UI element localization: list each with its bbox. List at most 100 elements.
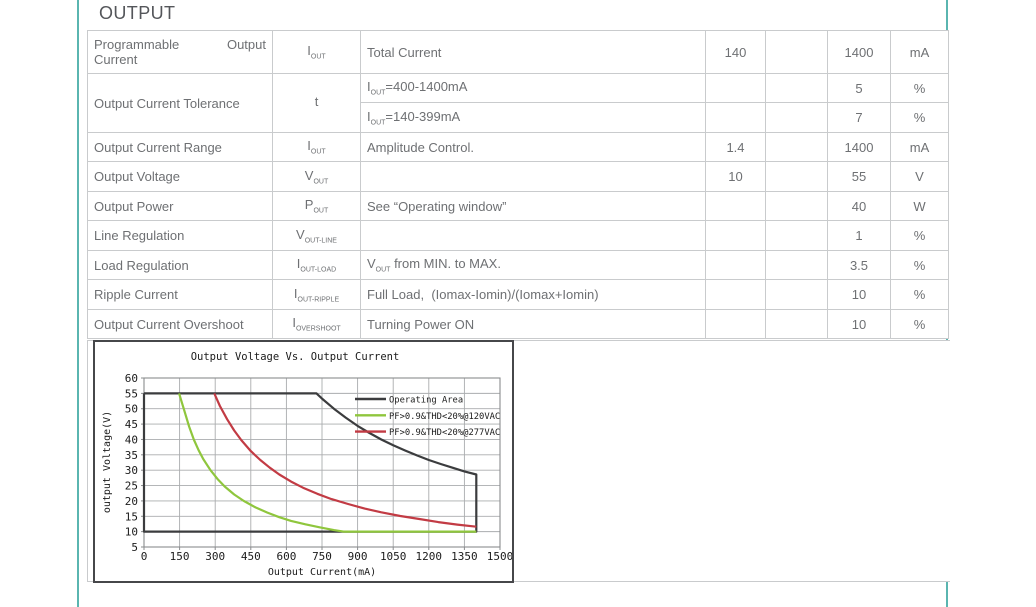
series-operating-area	[142, 392, 478, 533]
param-label: Programmable Output Current	[94, 37, 266, 67]
typ-cell	[765, 73, 828, 103]
symbol-cell: t	[272, 73, 361, 133]
symbol-cell: IOVERSHOOT	[272, 309, 361, 339]
x-tick-label: 1350	[451, 550, 478, 563]
param-cell: Line Regulation	[87, 220, 273, 251]
table-row: Output Current Overshoot IOVERSHOOT Turn…	[87, 309, 949, 339]
typ-cell	[765, 30, 828, 74]
table-row: Output Voltage VOUT 10 55 V	[87, 161, 949, 192]
min-cell	[705, 309, 766, 339]
y-tick-label: 35	[125, 449, 138, 462]
param-cell: Load Regulation	[87, 250, 273, 280]
page-frame: OUTPUT Programmable Output Current IOUT …	[77, 0, 950, 607]
min-cell	[705, 220, 766, 251]
legend-label: PF>0.9&THD<20%@120VAC	[389, 412, 500, 422]
symbol-cell: IOUT-RIPPLE	[272, 279, 361, 310]
param-cell: Ripple Current	[87, 279, 273, 310]
symbol-cell: VOUT-LINE	[272, 220, 361, 251]
typ-cell	[765, 220, 828, 251]
condition-cell	[360, 220, 706, 251]
condition-cell: IOUT=140-399mA	[360, 102, 706, 133]
condition-cell: Total Current	[360, 30, 706, 74]
condition-cell: VOUT from MIN. to MAX.	[360, 250, 706, 280]
param-label: Output Voltage	[94, 169, 181, 184]
typ-cell	[765, 250, 828, 280]
unit-cell: %	[890, 279, 949, 310]
max-cell: 10	[827, 309, 891, 339]
y-tick-label: 55	[125, 387, 138, 400]
table-row: Load Regulation IOUT-LOAD VOUT from MIN.…	[87, 250, 949, 280]
max-cell: 5	[827, 73, 891, 103]
param-cell: Output Voltage	[87, 161, 273, 192]
table-row: IOUT=140-399mA 7 %	[88, 102, 949, 133]
x-tick-label: 1200	[416, 550, 443, 563]
unit-cell: mA	[890, 132, 949, 162]
x-tick-label: 300	[205, 550, 225, 563]
param-label: Output Current Overshoot	[94, 316, 244, 332]
y-tick-label: 60	[125, 372, 138, 385]
min-cell	[705, 102, 766, 133]
y-tick-label: 10	[125, 526, 138, 539]
series-pf-0-9-thd-20-120vac	[178, 393, 477, 533]
max-cell: 10	[827, 279, 891, 310]
condition-cell: See “Operating window”	[360, 191, 706, 221]
x-tick-label: 1500	[487, 550, 512, 563]
y-tick-label: 25	[125, 480, 138, 493]
y-tick-label: 50	[125, 403, 138, 416]
y-tick-label: 15	[125, 510, 138, 523]
table-row: Output Current Range IOUT Amplitude Cont…	[87, 132, 949, 162]
symbol-cell: IOUT-LOAD	[272, 250, 361, 280]
param-label: Line Regulation	[94, 228, 185, 243]
x-tick-label: 1050	[380, 550, 407, 563]
chart-legend	[355, 397, 386, 433]
x-tick-label: 750	[312, 550, 332, 563]
y-tick-label: 45	[125, 418, 138, 431]
table-row: Programmable Output Current IOUT Total C…	[87, 30, 949, 74]
max-cell: 1400	[827, 132, 891, 162]
param-cell: Programmable Output Current	[87, 30, 273, 74]
min-cell: 1.4	[705, 132, 766, 162]
symbol-cell: VOUT	[272, 161, 361, 192]
legend-label: Operating Area	[389, 396, 463, 406]
unit-cell: %	[890, 250, 949, 280]
y-axis-label: output Voltage(V)	[102, 411, 113, 513]
max-cell: 55	[827, 161, 891, 192]
condition-cell: Amplitude Control.	[360, 132, 706, 162]
table-row: Ripple Current IOUT-RIPPLE Full Load, (I…	[87, 279, 949, 310]
param-label: Load Regulation	[94, 257, 189, 273]
y-tick-label: 20	[125, 495, 138, 508]
y-tick-label: 30	[125, 464, 138, 477]
unit-cell: W	[890, 191, 949, 221]
param-cell: Output Current Tolerance	[87, 73, 273, 133]
section-title: OUTPUT	[99, 3, 176, 23]
unit-cell: %	[890, 220, 949, 251]
series-pf-0-9-thd-20-277vac	[213, 392, 477, 528]
max-cell: 1	[827, 220, 891, 251]
min-cell: 140	[705, 30, 766, 74]
table-row: Output Current Tolerance t IOUT=400-1400…	[87, 73, 949, 133]
max-cell: 40	[827, 191, 891, 221]
symbol-cell: POUT	[272, 191, 361, 221]
param-cell: Output Current Overshoot	[87, 309, 273, 339]
chart-canvas: 0 150 300 450 600 750 900 1050 1200 1350 150060555…	[102, 351, 512, 578]
param-label: Ripple Current	[94, 287, 178, 302]
min-cell	[705, 250, 766, 280]
x-axis-label: Output Current(mA)	[268, 567, 376, 578]
x-tick-label: 0	[141, 550, 148, 563]
symbol-cell: IOUT	[272, 30, 361, 74]
typ-cell	[765, 309, 828, 339]
x-tick-label: 150	[170, 550, 190, 563]
unit-cell: V	[890, 161, 949, 192]
param-label: Output Current Tolerance	[94, 95, 240, 111]
condition-cell: Turning Power ON	[360, 309, 706, 339]
min-cell	[705, 73, 766, 103]
typ-cell-highlighted	[765, 161, 828, 192]
param-label: Output Current Range	[94, 139, 222, 155]
y-tick-label: 5	[131, 541, 138, 554]
unit-cell: %	[890, 102, 949, 133]
x-tick-label: 600	[276, 550, 296, 563]
output-spec-table: Programmable Output Current IOUT Total C…	[87, 30, 949, 339]
min-cell	[705, 191, 766, 221]
chart-row: 0 150 300 450 600 750 900 1050 1200 1350 1500 60 55 5…	[87, 340, 950, 583]
